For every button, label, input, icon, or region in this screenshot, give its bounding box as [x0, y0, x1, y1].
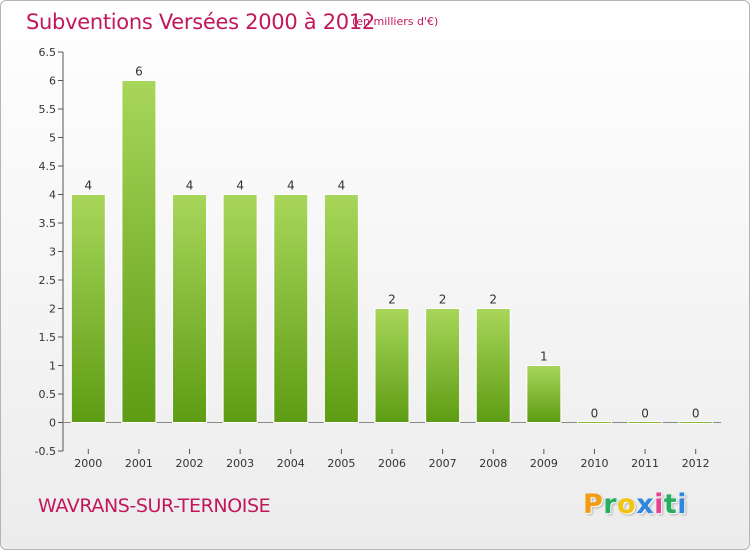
y-tick-label: 5: [49, 132, 56, 145]
bar-2009: [526, 365, 562, 423]
chart-unit: (en milliers d'€): [352, 15, 439, 28]
x-tick-label: 2004: [277, 457, 305, 470]
x-tick-label: 2000: [74, 457, 102, 470]
value-label-2006: 2: [388, 293, 396, 307]
x-tick-label: 2008: [479, 457, 507, 470]
x-tick-label: 2005: [327, 457, 355, 470]
x-tick-label: 2003: [226, 457, 254, 470]
y-tick-label: 2.5: [39, 274, 57, 287]
bar-2004: [273, 194, 309, 423]
x-tick-label: 2010: [580, 457, 608, 470]
value-label-2008: 2: [489, 293, 497, 307]
x-tick-label: 2006: [378, 457, 406, 470]
y-tick-label: 1.5: [39, 331, 57, 344]
bar-2006: [374, 308, 410, 423]
y-tick-label: 0.5: [39, 388, 57, 401]
value-label-2002: 4: [186, 179, 194, 193]
commune-name: WAVRANS-SUR-TERNOISE: [38, 495, 271, 517]
logo-letter: i: [654, 489, 664, 520]
bar-2003: [222, 194, 258, 423]
x-tick-label: 2012: [682, 457, 710, 470]
y-tick-label: 2: [49, 303, 56, 316]
value-label-2003: 4: [236, 179, 244, 193]
bar-2001: [121, 80, 157, 423]
x-tick-label: 2002: [176, 457, 204, 470]
y-tick-label: 4.5: [39, 160, 57, 173]
y-tick-label: 1: [49, 360, 56, 373]
bar-2012: [678, 421, 714, 424]
x-tick-label: 2001: [125, 457, 153, 470]
value-label-2001: 6: [135, 65, 143, 79]
value-label-2012: 0: [692, 407, 700, 421]
bar-2007: [425, 308, 461, 423]
value-label-2010: 0: [591, 407, 599, 421]
y-tick-label: 3.5: [39, 217, 57, 230]
bar-2008: [475, 308, 511, 423]
value-label-2005: 4: [338, 179, 346, 193]
x-tick-label: 2007: [429, 457, 457, 470]
y-tick-label: 6.5: [39, 46, 57, 59]
bar-2010: [576, 421, 612, 424]
logo-letter: o: [617, 489, 637, 520]
bar-2005: [323, 194, 359, 423]
bar-2002: [172, 194, 208, 423]
y-tick-label: -0.5: [35, 445, 56, 458]
value-label-2000: 4: [84, 179, 92, 193]
x-tick-label: 2011: [631, 457, 659, 470]
y-tick-label: 4: [49, 189, 56, 202]
value-label-2004: 4: [287, 179, 295, 193]
value-label-2009: 1: [540, 350, 548, 364]
logo-letter: P: [583, 489, 604, 520]
logo-letter: x: [636, 489, 655, 520]
y-tick-label: 3: [49, 246, 56, 259]
value-label-2007: 2: [439, 293, 447, 307]
x-tick-label: 2009: [530, 457, 558, 470]
logo-letter: r: [603, 489, 618, 520]
y-tick-label: 5.5: [39, 103, 57, 116]
y-tick-label: 0: [49, 417, 56, 430]
chart-title: Subventions Versées 2000 à 2012: [26, 10, 375, 34]
value-label-2011: 0: [641, 407, 649, 421]
bar-2000: [70, 194, 106, 423]
logo-letter: i: [677, 489, 688, 520]
proxiti-logo: Proxiti: [583, 489, 687, 520]
y-tick-label: 6: [49, 75, 56, 88]
bar-2011: [627, 421, 663, 424]
logo-letter: t: [663, 489, 678, 520]
